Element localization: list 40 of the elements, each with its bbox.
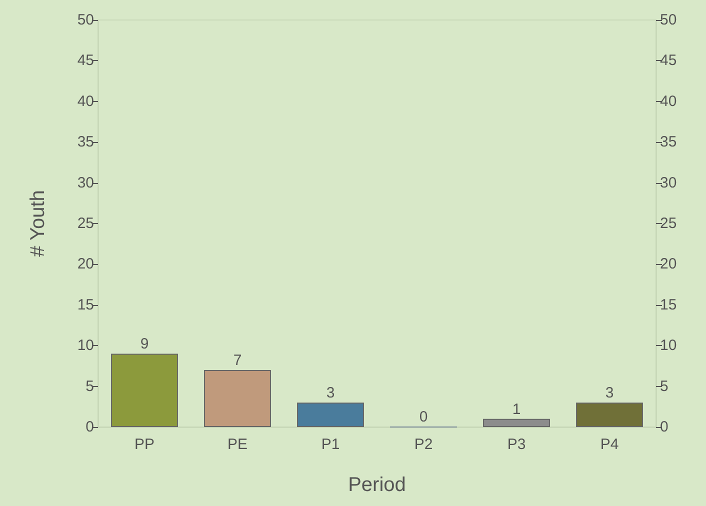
- y-tick-label: 5: [86, 378, 94, 395]
- y2-tick-label: 10: [660, 337, 677, 354]
- data-label: 7: [233, 352, 242, 370]
- bar: [576, 402, 643, 427]
- y-tick-label: 15: [77, 296, 94, 314]
- x-tick-label: PP: [134, 436, 155, 453]
- data-label: 9: [140, 336, 149, 353]
- y-tick-label: 45: [77, 52, 94, 70]
- y-axis-title: # Youth: [27, 190, 49, 257]
- y2-tick-label: 35: [660, 134, 677, 151]
- data-label: 1: [512, 400, 521, 418]
- y2-tick-label: 45: [660, 52, 677, 70]
- y-tick-label: 10: [77, 337, 94, 354]
- y2-tick-label: 15: [660, 296, 677, 314]
- y-tick-label: 40: [77, 92, 94, 110]
- x-tick-label: P4: [600, 436, 619, 453]
- data-label: 0: [419, 408, 428, 426]
- y-tick-label: 20: [77, 256, 94, 273]
- y-tick-label: 0: [86, 418, 94, 436]
- y-tick-label: 35: [77, 134, 94, 151]
- y2-tick-label: 20: [660, 256, 677, 273]
- y2-tick-label: 40: [660, 92, 677, 110]
- bar: [297, 402, 364, 427]
- bar: [111, 354, 178, 427]
- x-tick-label: P2: [414, 436, 433, 453]
- y-tick-label: 30: [77, 174, 94, 192]
- y-tick-label: 50: [77, 12, 94, 28]
- x-axis-title: Period: [348, 474, 406, 496]
- x-tick-label: PE: [227, 436, 248, 453]
- y2-tick-label: 25: [660, 215, 677, 232]
- x-tick-label: P1: [321, 436, 340, 453]
- data-label: 3: [605, 384, 614, 402]
- y2-tick-label: 30: [660, 174, 677, 192]
- bar: [483, 418, 550, 427]
- y2-tick-label: 50: [660, 12, 677, 28]
- x-tick-label: P3: [507, 436, 526, 453]
- y-tick-label: 25: [77, 215, 94, 232]
- data-label: 3: [326, 384, 335, 402]
- bar: [204, 370, 271, 427]
- y2-tick-label: 5: [660, 378, 668, 395]
